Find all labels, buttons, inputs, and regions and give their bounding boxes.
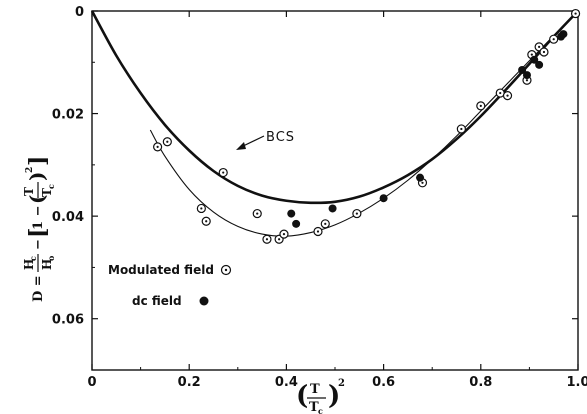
dc-field-point: [287, 209, 296, 218]
modulated-field-point-dot: [525, 79, 529, 82]
modulated-field-point-dot: [538, 45, 541, 49]
dc-field-point: [522, 71, 531, 80]
bcs-annotation-arrowhead: [236, 142, 246, 150]
svg-text:c: c: [28, 256, 38, 261]
svg-text:c: c: [318, 406, 323, 414]
modulated-field-point-dot: [499, 91, 502, 95]
svg-text:(: (: [296, 381, 308, 411]
modulated-field-point-dot: [282, 232, 286, 236]
dc-field-point: [379, 194, 388, 203]
x-tick-label: 0.6: [372, 375, 395, 390]
x-tick-label: 1.0: [566, 375, 587, 390]
modulated-field-point-dot: [166, 140, 169, 143]
modulated-field-point-dot: [542, 50, 546, 54]
modulated-field-point-dot: [506, 94, 509, 97]
y-axis-label: D = H c H o − [ 1 − ( T T c ) 2 ]: [22, 156, 56, 302]
dc-field-point: [530, 55, 539, 64]
svg-text:D =: D =: [31, 275, 46, 302]
svg-text:H: H: [40, 259, 54, 270]
bcs-annotation-label: BCS: [266, 130, 295, 145]
x-tick-label: 0: [87, 375, 96, 390]
svg-text:]: ]: [25, 156, 51, 166]
modulated-field-point-dot: [574, 12, 577, 15]
svg-text:2: 2: [25, 167, 35, 173]
svg-text:c: c: [46, 184, 56, 189]
svg-text:1 −: 1 −: [31, 206, 46, 230]
svg-text:(: (: [25, 195, 49, 204]
modulated-field-point: [218, 167, 228, 178]
modulated-field-point-dot: [278, 238, 281, 241]
svg-text:o: o: [46, 255, 56, 261]
dc-field-point: [416, 173, 425, 182]
modulated-field-point-dot: [156, 145, 159, 149]
modulated-field-point-dot: [324, 222, 327, 225]
modulated-field-point: [196, 203, 206, 214]
dc-field-point: [559, 30, 568, 39]
modulated-field-point: [476, 101, 486, 111]
legend-label-dc: dc field: [132, 294, 182, 308]
modulated-field-point: [502, 91, 513, 101]
dc-field-point: [518, 65, 527, 74]
modulated-field-point: [153, 142, 163, 152]
modulated-field-point-dot: [316, 230, 320, 233]
y-tick-label: 0.06: [52, 313, 84, 328]
dc-field-point: [292, 219, 301, 228]
modulated-field-point: [549, 34, 559, 44]
svg-text:T: T: [309, 400, 319, 414]
modulated-field-point-dot: [421, 181, 424, 184]
modulated-field-point-dot: [355, 212, 358, 215]
modulated-field-point: [352, 208, 362, 219]
legend-marker-dc: [199, 296, 209, 306]
modulated-field-point-dot: [530, 53, 533, 56]
svg-text:): ): [328, 381, 340, 411]
modulated-field-point-dot: [460, 127, 463, 131]
modulated-field-point-dot: [265, 238, 269, 241]
svg-text:T: T: [22, 187, 36, 196]
svg-text:T: T: [40, 188, 54, 197]
plot-frame: [91, 10, 579, 371]
modulated-field-point-dot: [200, 207, 203, 210]
modulated-field-point: [539, 47, 549, 57]
bcs-curve: [90, 10, 579, 205]
svg-text:[: [: [25, 228, 51, 238]
x-tick-label: 0.4: [275, 375, 298, 390]
svg-text:H: H: [22, 259, 36, 270]
modulated-field-point: [279, 229, 289, 239]
dc-field-point: [328, 204, 337, 213]
modulated-field-point: [570, 8, 581, 19]
legend: Modulated field dc field: [108, 263, 232, 308]
modulated-field-point-dot: [222, 171, 225, 174]
legend-label-modulated: Modulated field: [108, 263, 214, 277]
modulated-field-point-dot: [256, 212, 259, 215]
modulated-field-point: [252, 208, 262, 219]
modulated-field-point-dot: [205, 220, 208, 223]
legend-marker-modulated: [220, 264, 232, 276]
modulated-field-point: [320, 219, 330, 229]
dc-field-point: [535, 60, 544, 69]
modulated-field-point-dot: [552, 38, 555, 41]
modulated-field-point: [201, 216, 211, 226]
modulated-field-point-dot: [479, 104, 482, 107]
y-tick-label: 0.02: [52, 108, 84, 123]
x-tick-label: 0.2: [178, 375, 201, 390]
svg-text:−: −: [31, 239, 46, 250]
fit-curve: [149, 10, 579, 237]
y-tick-label: 0: [75, 5, 84, 20]
svg-text:T: T: [310, 382, 320, 397]
x-tick-label: 0.8: [469, 375, 492, 390]
modulated-field-point: [262, 234, 272, 244]
modulated-field-point: [456, 124, 466, 134]
y-tick-label: 0.04: [52, 210, 84, 225]
modulated-field-point: [313, 226, 323, 237]
svg-text:2: 2: [338, 378, 345, 389]
modulated-field-point: [162, 137, 172, 147]
x-axis-label: ( T T c ) 2: [296, 378, 345, 414]
svg-text:): ): [25, 172, 49, 181]
